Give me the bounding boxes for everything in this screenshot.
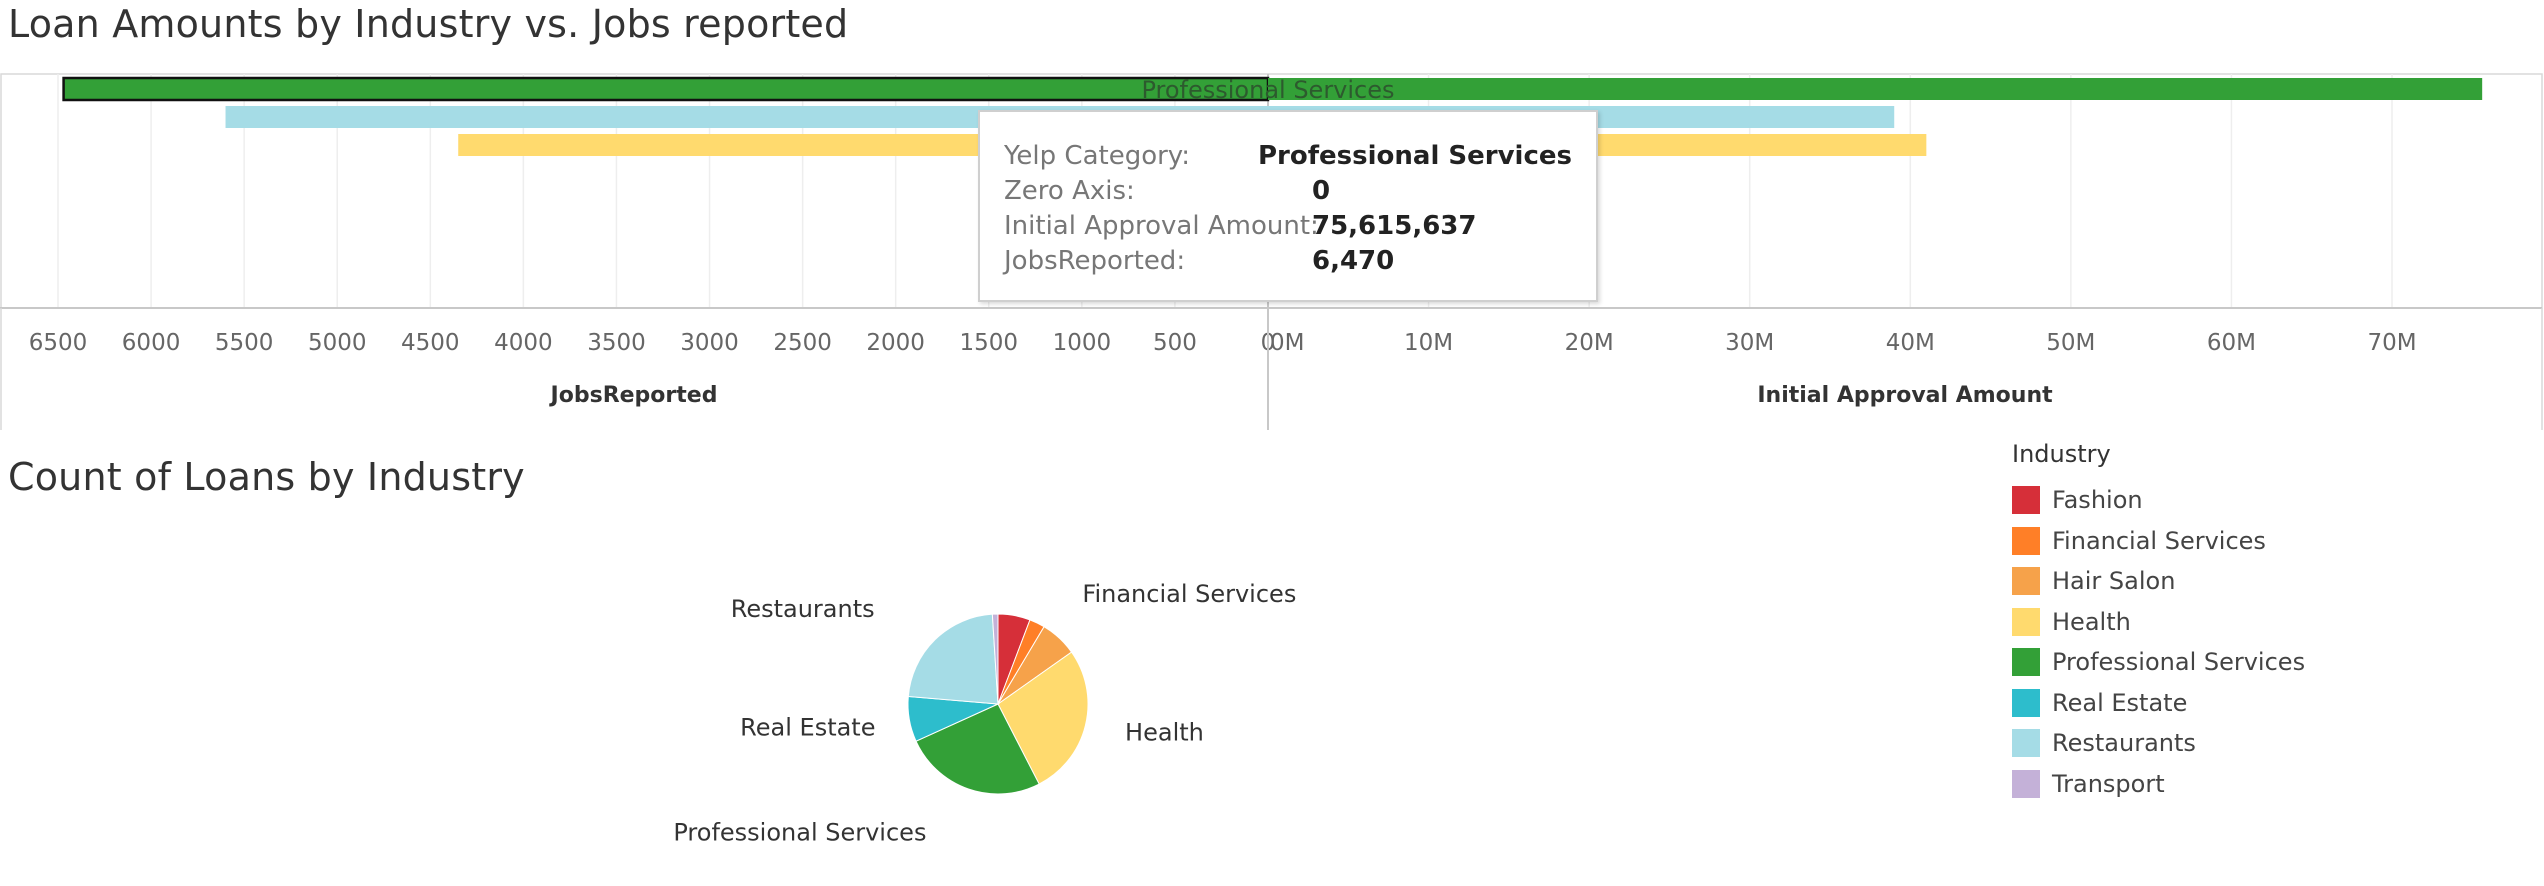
bar-jobs-professional-services[interactable]: [62, 76, 1270, 102]
tooltip-key: JobsReported:: [1004, 245, 1186, 276]
legend-label: Restaurants: [2052, 729, 2196, 758]
pie-label-professional-services: Professional Services: [673, 818, 926, 846]
pie-label-restaurants: Restaurants: [731, 595, 875, 623]
legend-item-hair-salon[interactable]: Hair Salon: [2012, 561, 2305, 602]
legend-swatch: [2012, 648, 2040, 677]
x-tick-label-amount: 30M: [1725, 330, 1774, 356]
tooltip-row-amount: Initial Approval Amount: 75,615,637: [1004, 208, 1572, 243]
legend-swatch: [2012, 729, 2040, 758]
legend-label: Transport: [2052, 769, 2165, 798]
x-tick-label-jobs: 5500: [215, 330, 274, 356]
x-axis-title-amount: Initial Approval Amount: [1757, 383, 2053, 408]
bar-amount-professional-services[interactable]: [1268, 78, 2483, 100]
pie-label-health: Health: [1125, 718, 1204, 746]
legend-item-financial-services[interactable]: Financial Services: [2012, 521, 2305, 562]
pie-label-real-estate: Real Estate: [740, 713, 875, 741]
legend-swatch: [2012, 567, 2040, 596]
legend-item-restaurants[interactable]: Restaurants: [2012, 723, 2305, 764]
x-tick-label-amount: 0M: [1270, 330, 1304, 356]
x-tick-label-jobs: 2000: [866, 330, 925, 356]
x-tick-label-jobs: 6500: [29, 330, 88, 356]
legend-label: Hair Salon: [2052, 567, 2176, 596]
legend-swatch: [2012, 688, 2040, 717]
legend-item-real-estate[interactable]: Real Estate: [2012, 683, 2305, 724]
pie-slice-restaurants[interactable]: [907, 613, 999, 705]
highlight-label: Professional Services: [1141, 76, 1394, 104]
tooltip-key: Yelp Category:: [1004, 140, 1191, 171]
legend-title: Industry: [2012, 440, 2111, 468]
x-tick-label-jobs: 3500: [587, 330, 646, 356]
tooltip-value: Professional Services: [1258, 140, 1572, 171]
tooltip-value: 6,470: [1312, 245, 1395, 276]
x-tick-label-amount: 40M: [1886, 330, 1935, 356]
x-tick-label-jobs: 3000: [680, 330, 739, 356]
pie-slice-professional-services[interactable]: [915, 703, 1040, 795]
x-tick-label-amount: 50M: [2046, 330, 2095, 356]
x-tick-label-jobs: 1500: [959, 330, 1018, 356]
legend-swatch: [2012, 769, 2040, 798]
tooltip-value: 75,615,637: [1312, 210, 1477, 241]
pie-slice-health[interactable]: [997, 651, 1089, 785]
legend-label: Health: [2052, 607, 2131, 636]
legend-label: Professional Services: [2052, 648, 2306, 677]
legend-swatch: [2012, 607, 2040, 636]
tooltip-row-zero-axis: Zero Axis: 0: [1004, 173, 1572, 208]
legend-item-health[interactable]: Health: [2012, 602, 2305, 643]
x-tick-label-jobs: 500: [1153, 330, 1197, 356]
x-tick-label-amount: 20M: [1565, 330, 1614, 356]
pie-label-financial-services: Financial Services: [1082, 580, 1296, 608]
pie-slice-transport[interactable]: [991, 613, 999, 705]
tooltip-value: 0: [1312, 175, 1331, 206]
bar-chart-title: Loan Amounts by Industry vs. Jobs report…: [8, 2, 849, 46]
x-tick-label-jobs: 5000: [308, 330, 367, 356]
x-tick-label-jobs: 6000: [122, 330, 181, 356]
x-tick-label-amount: 10M: [1404, 330, 1453, 356]
tooltip-key: Zero Axis:: [1004, 175, 1135, 206]
tooltip-row-jobs: JobsReported: 6,470: [1004, 243, 1572, 278]
pie-chart-title: Count of Loans by Industry: [8, 455, 525, 499]
legend-label: Real Estate: [2052, 688, 2188, 717]
legend-swatch: [2012, 526, 2040, 555]
legend-item-professional-services[interactable]: Professional Services: [2012, 642, 2305, 683]
tooltip: Yelp Category: Professional Services Zer…: [978, 110, 1598, 302]
legend-label: Fashion: [2052, 486, 2143, 515]
x-tick-label-jobs: 4500: [401, 330, 460, 356]
x-axis-title-jobs: JobsReported: [549, 383, 718, 408]
legend-item-fashion[interactable]: Fashion: [2012, 480, 2305, 521]
x-tick-label-jobs: 2500: [773, 330, 832, 356]
tooltip-row-category: Yelp Category: Professional Services: [1004, 138, 1572, 173]
x-tick-label-amount: 60M: [2207, 330, 2256, 356]
legend: Industry Fashion Financial Services Hair S…: [2012, 440, 2305, 804]
legend-label: Financial Services: [2052, 526, 2266, 555]
x-tick-label-jobs: 1000: [1053, 330, 1112, 356]
tooltip-key: Initial Approval Amount:: [1004, 210, 1319, 241]
legend-swatch: [2012, 486, 2040, 515]
x-tick-label-jobs: 4000: [494, 330, 553, 356]
legend-item-transport[interactable]: Transport: [2012, 764, 2305, 805]
x-tick-label-amount: 70M: [2367, 330, 2416, 356]
